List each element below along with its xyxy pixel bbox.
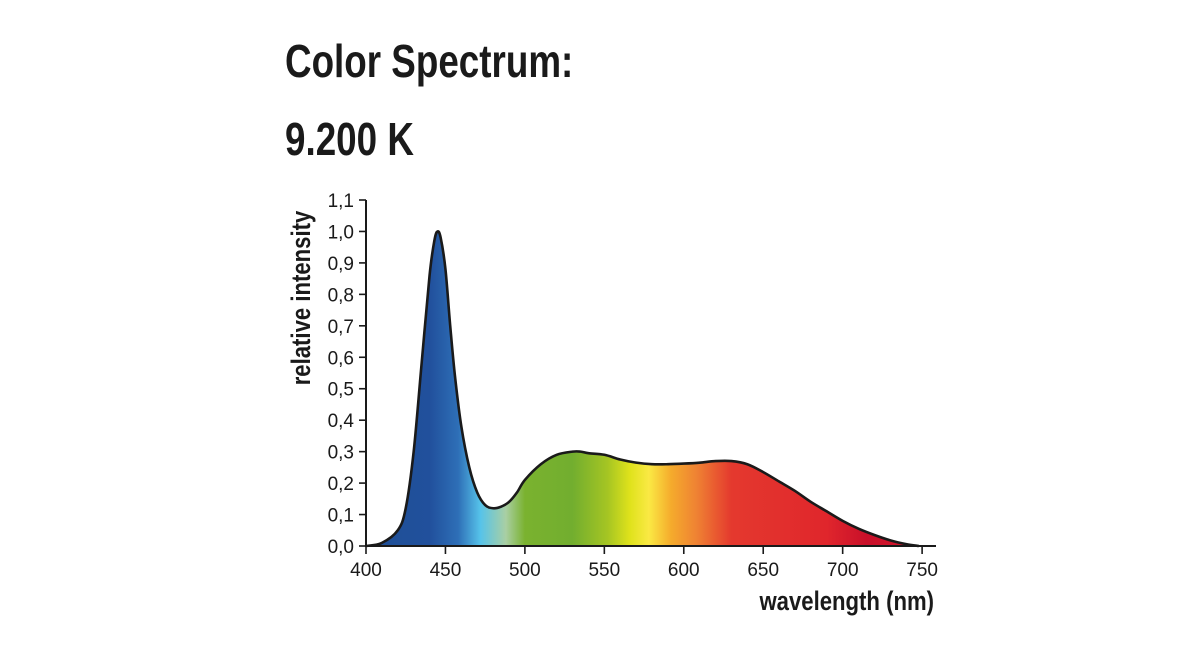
x-tick-label: 600 bbox=[668, 560, 700, 581]
plot-area bbox=[365, 230, 920, 548]
y-tick-label: 0,7 bbox=[328, 317, 354, 338]
x-tick-label: 750 bbox=[906, 560, 938, 581]
spectrum-area bbox=[366, 231, 919, 546]
x-tick-label: 400 bbox=[350, 560, 382, 581]
chart-title-line-1: Color Spectrum: bbox=[285, 35, 574, 87]
y-tick-label: 1,0 bbox=[328, 222, 354, 243]
axes: 0,0 0,1 0,2 0,3 0,4 0,5 0,6 0,7 0,8 0,9 1,0 1,1 400 4… bbox=[328, 191, 938, 581]
y-tick-label: 0,3 bbox=[328, 443, 354, 464]
x-axis-title: wavelength (nm) bbox=[759, 587, 934, 617]
x-tick-label: 500 bbox=[509, 560, 541, 581]
y-tick-label: 0,0 bbox=[328, 537, 354, 558]
y-axis-title: relative intensity bbox=[287, 210, 317, 385]
y-tick-label: 0,4 bbox=[328, 411, 355, 432]
x-tick-label: 550 bbox=[588, 560, 620, 581]
x-tick-label: 650 bbox=[747, 560, 779, 581]
y-tick-label: 0,5 bbox=[328, 380, 354, 401]
y-tick-label: 0,8 bbox=[328, 285, 354, 306]
x-tick-label: 450 bbox=[430, 560, 462, 581]
y-tick-label: 0,1 bbox=[328, 506, 354, 527]
y-tick-label: 0,6 bbox=[328, 348, 354, 369]
y-tick-label: 0,2 bbox=[328, 474, 354, 495]
chart-title-line-2: 9.200 K bbox=[285, 113, 414, 165]
x-tick-label: 700 bbox=[827, 560, 859, 581]
spectrum-outline bbox=[365, 230, 920, 548]
y-tick-label: 1,1 bbox=[328, 191, 354, 212]
y-tick-label: 0,9 bbox=[328, 254, 354, 275]
